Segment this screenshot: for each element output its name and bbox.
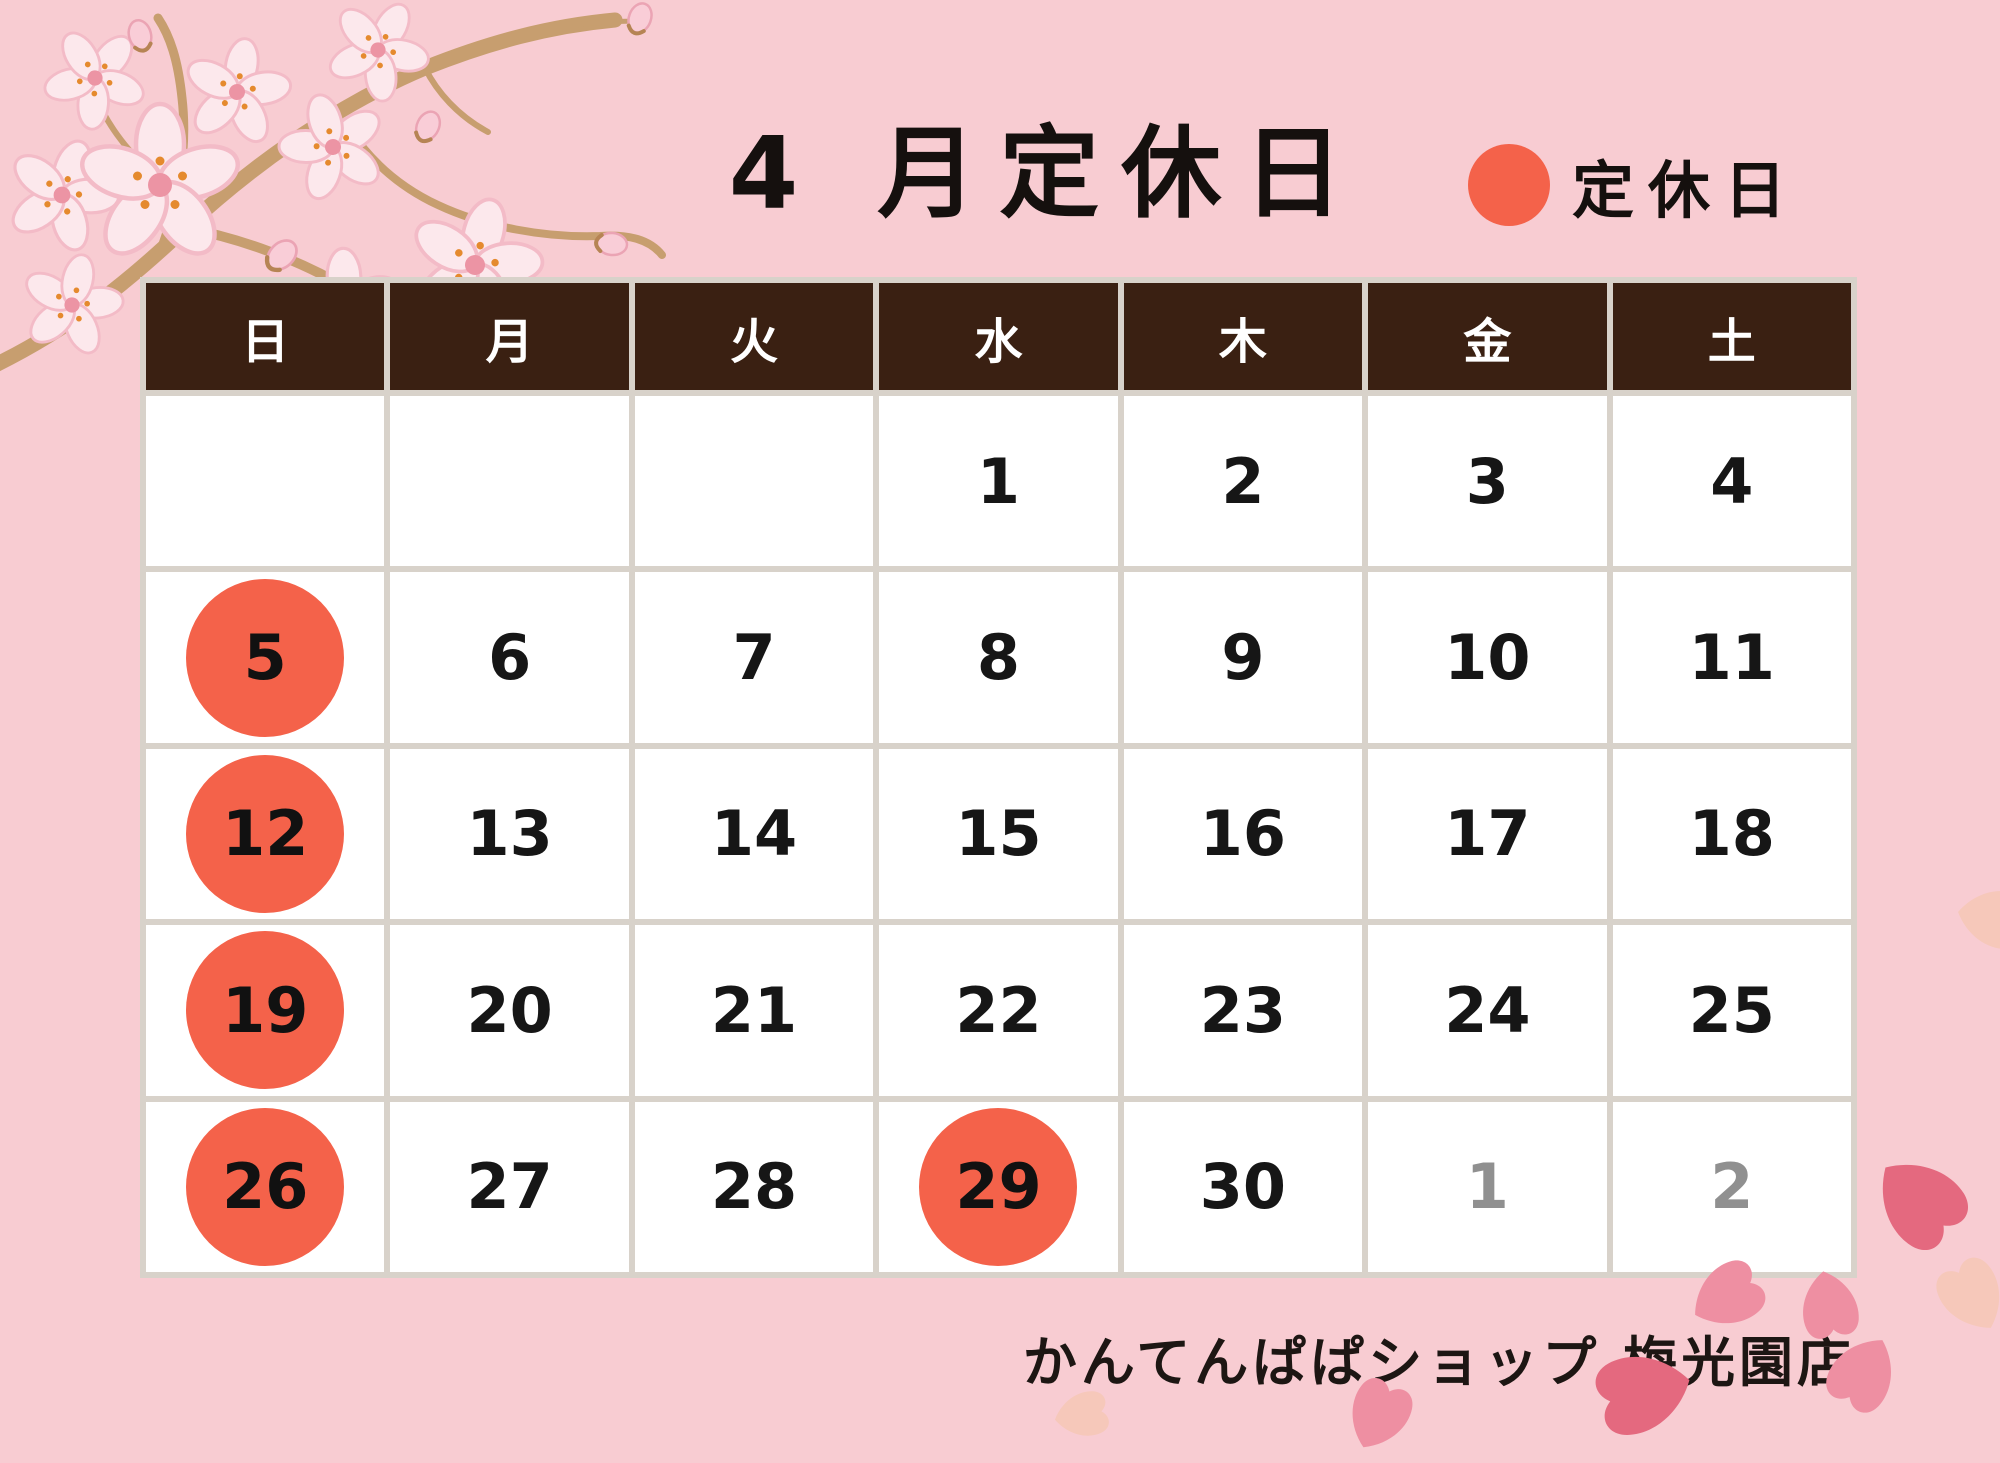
closed-day-dot-icon <box>1468 144 1550 226</box>
date-cell: 15 <box>879 748 1118 920</box>
date-cell: 2 <box>1123 396 1363 567</box>
sakura-petal <box>1858 1140 1978 1260</box>
weekday-header: 木 <box>1123 283 1363 390</box>
legend: 定休日 <box>1468 140 1800 230</box>
closed-day-circle: 26 <box>186 1107 345 1266</box>
closed-day-circle: 12 <box>186 754 345 913</box>
date-cell-closed: 26 <box>146 1101 385 1272</box>
date-cell <box>146 396 385 567</box>
date-cell <box>390 396 629 567</box>
calendar-table: 日月火水木金土 1 2 3 4 5 6 7 8 9 10 11 12 13 14 15 16 17 18 19 20 21… <box>140 277 1857 1278</box>
closed-day-circle: 29 <box>919 1107 1078 1266</box>
date-cell: 10 <box>1368 572 1607 743</box>
date-cell: 23 <box>1123 925 1363 1096</box>
date-cell: 6 <box>390 572 629 743</box>
weekday-header: 日 <box>146 283 385 390</box>
date-cell-closed: 5 <box>146 572 385 743</box>
date-cell: 1 <box>1368 1101 1607 1272</box>
date-cell: 22 <box>879 925 1118 1096</box>
date-cell: 4 <box>1612 396 1851 567</box>
date-cell <box>634 396 874 567</box>
closed-day-circle: 19 <box>186 931 345 1090</box>
date-cell: 9 <box>1123 572 1363 743</box>
date-cell: 3 <box>1368 396 1607 567</box>
date-cell: 21 <box>634 925 874 1096</box>
date-cell: 7 <box>634 572 874 743</box>
date-cell: 24 <box>1368 925 1607 1096</box>
weekday-header: 火 <box>634 283 874 390</box>
date-cell-closed: 19 <box>146 925 385 1096</box>
date-cell-closed: 29 <box>879 1101 1118 1272</box>
weekday-header: 月 <box>390 283 629 390</box>
weekday-header: 土 <box>1612 283 1851 390</box>
date-cell: 16 <box>1123 748 1363 920</box>
date-cell: 8 <box>879 572 1118 743</box>
sakura-petal <box>1953 883 2000 953</box>
weekday-header: 水 <box>879 283 1118 390</box>
date-cell: 17 <box>1368 748 1607 920</box>
legend-label: 定休日 <box>1572 154 1801 227</box>
date-cell-closed: 12 <box>146 748 385 920</box>
date-cell: 14 <box>634 748 874 920</box>
date-cell: 2 <box>1612 1101 1851 1272</box>
date-cell: 20 <box>390 925 629 1096</box>
date-cell: 28 <box>634 1101 874 1272</box>
date-cell: 18 <box>1612 748 1851 920</box>
shop-name: かんてんぱぱショップ 梅光園店 <box>1022 1331 1855 1394</box>
date-cell: 13 <box>390 748 629 920</box>
date-cell: 25 <box>1612 925 1851 1096</box>
date-cell: 27 <box>390 1101 629 1272</box>
date-cell: 1 <box>879 396 1118 567</box>
date-cell: 11 <box>1612 572 1851 743</box>
weekday-header: 金 <box>1368 283 1607 390</box>
sakura-petal <box>1929 1251 2000 1343</box>
date-cell: 30 <box>1123 1101 1363 1272</box>
page-title: 4 月定休日 <box>728 115 1366 232</box>
closed-day-circle: 5 <box>186 578 345 737</box>
